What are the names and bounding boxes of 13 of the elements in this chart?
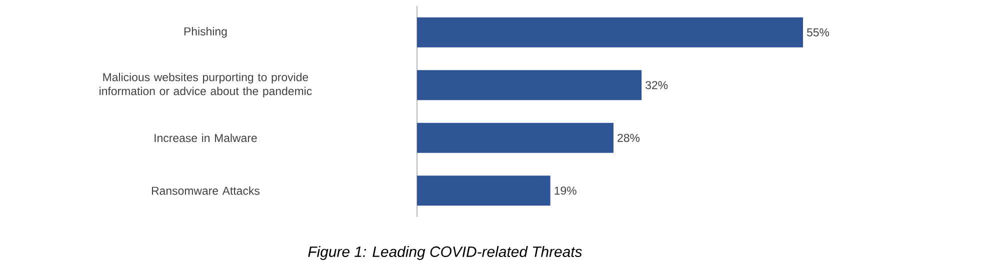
data-label: 19%	[554, 186, 576, 195]
y-tick-label: Malicious websites purporting to provide information or advice about the pandemic	[100, 72, 312, 98]
data-label: 55%	[806, 28, 830, 36]
y-tick-label: Increase in Malware	[154, 134, 257, 142]
y-tick-label: Phishing	[184, 27, 227, 38]
bar	[417, 176, 550, 206]
bar	[417, 70, 642, 100]
y-tick-label: Ransomware Attacks	[152, 186, 260, 195]
data-label: 28%	[618, 134, 640, 142]
bar	[417, 17, 803, 48]
data-label: 32%	[646, 81, 668, 90]
caption: Figure 1: Leading COVID-related Threats	[308, 246, 582, 260]
bar	[417, 122, 614, 153]
